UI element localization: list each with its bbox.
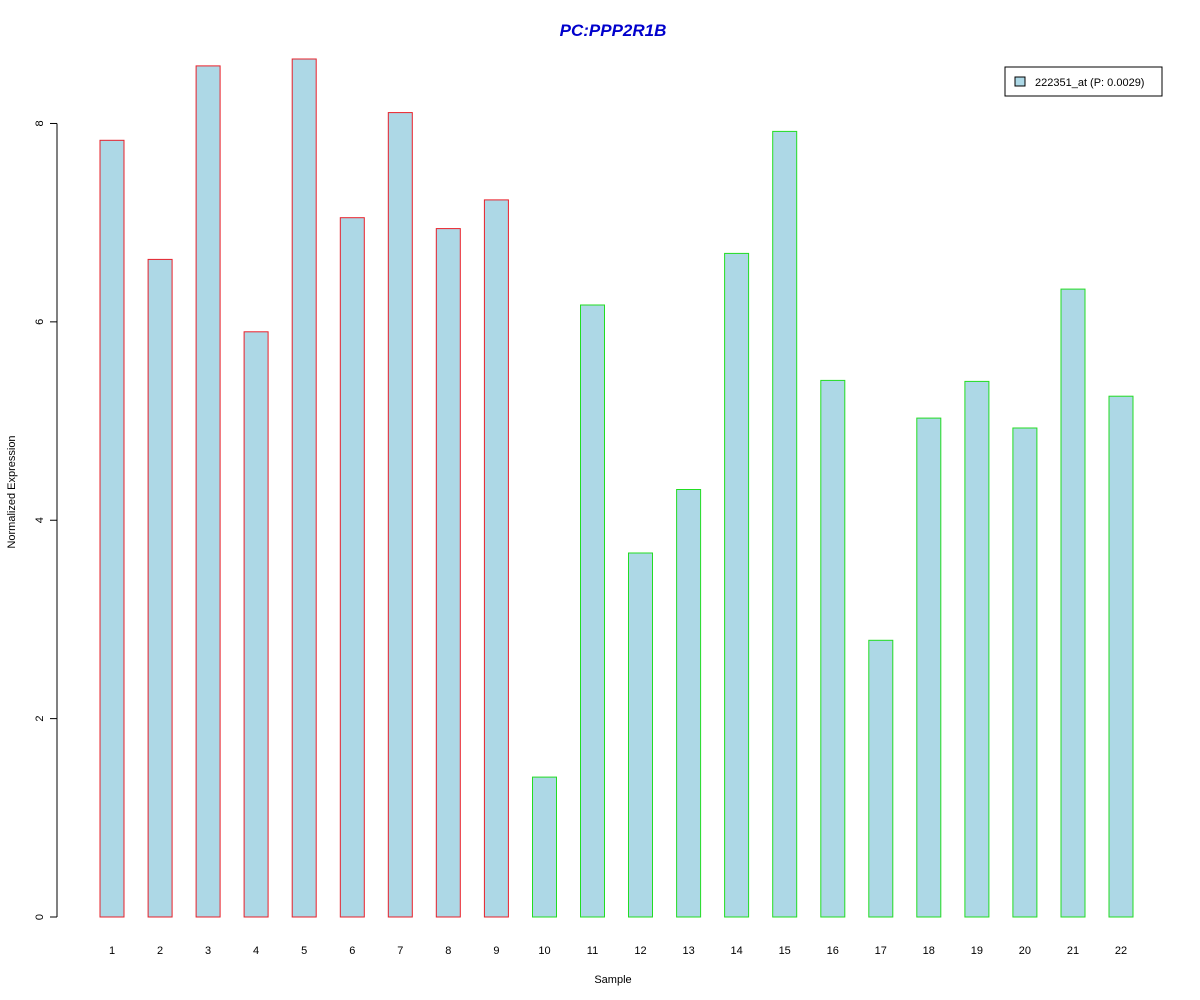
x-tick-label: 2 — [157, 945, 163, 957]
bar-sample-20 — [1012, 427, 1038, 918]
x-axis-label: Sample — [594, 974, 631, 986]
x-tick-label: 1 — [109, 945, 115, 957]
y-tick-label: 0 — [34, 914, 46, 920]
y-tick-label: 6 — [34, 319, 46, 325]
y-tick-label: 2 — [34, 716, 46, 722]
bar-sample-10 — [532, 776, 557, 918]
bar-sample-4 — [243, 331, 269, 918]
x-tick-label: 17 — [875, 945, 887, 957]
bar-sample-11 — [580, 304, 605, 918]
bar-sample-14 — [724, 252, 750, 918]
x-tick-label: 12 — [634, 945, 646, 957]
bar-sample-1 — [99, 139, 125, 918]
y-axis: 0 2 4 6 8 — [34, 120, 58, 920]
bar-sample-22 — [1108, 395, 1134, 918]
legend-box — [1004, 66, 1163, 97]
bar-sample-17 — [868, 639, 894, 918]
x-tick-labels: 1 2 3 4 5 6 7 8 9 10 11 12 13 14 15 16 17 18 19 20 21 22 — [109, 945, 1127, 957]
bar-sample-16 — [820, 379, 846, 918]
x-tick-label: 16 — [827, 945, 839, 957]
x-tick-label: 15 — [779, 945, 791, 957]
legend: 222351_at (P: 0.0029) — [1004, 66, 1163, 97]
bar-sample-12 — [628, 552, 653, 918]
x-tick-label: 20 — [1019, 945, 1031, 957]
x-tick-label: 22 — [1115, 945, 1127, 957]
bar-sample-15 — [772, 130, 798, 918]
y-tick-label: 8 — [34, 120, 46, 126]
bar-sample-7 — [387, 112, 413, 918]
legend-swatch — [1014, 76, 1026, 87]
bar-sample-9 — [483, 199, 509, 918]
legend-entry: 222351_at (P: 0.0029) — [1035, 77, 1144, 89]
x-tick-label: 4 — [253, 945, 259, 957]
x-tick-label: 18 — [923, 945, 935, 957]
bar-sample-6 — [339, 217, 365, 918]
x-tick-label: 8 — [445, 945, 451, 957]
x-tick-label: 7 — [397, 945, 403, 957]
x-tick-label: 10 — [538, 945, 550, 957]
x-tick-label: 19 — [971, 945, 983, 957]
y-axis-label: Normalized Expression — [6, 435, 18, 548]
x-tick-label: 6 — [349, 945, 355, 957]
chart-title: PC:PPP2R1B — [560, 21, 667, 40]
bar-sample-2 — [147, 258, 173, 918]
bar-sample-13 — [676, 489, 702, 918]
y-tick-label: 4 — [34, 517, 46, 523]
x-tick-label: 13 — [682, 945, 694, 957]
bar-sample-5 — [291, 58, 317, 918]
bar-sample-21 — [1060, 288, 1086, 918]
x-tick-label: 21 — [1067, 945, 1079, 957]
bar-sample-8 — [435, 228, 461, 918]
bar-sample-18 — [916, 417, 942, 918]
bars-group — [99, 58, 1134, 918]
bar-sample-3 — [195, 65, 221, 918]
x-tick-label: 14 — [730, 945, 742, 957]
bar-sample-19 — [964, 380, 990, 918]
x-tick-label: 3 — [205, 945, 211, 957]
x-tick-label: 11 — [587, 945, 598, 957]
x-tick-label: 5 — [301, 945, 307, 957]
x-tick-label: 9 — [493, 945, 499, 957]
